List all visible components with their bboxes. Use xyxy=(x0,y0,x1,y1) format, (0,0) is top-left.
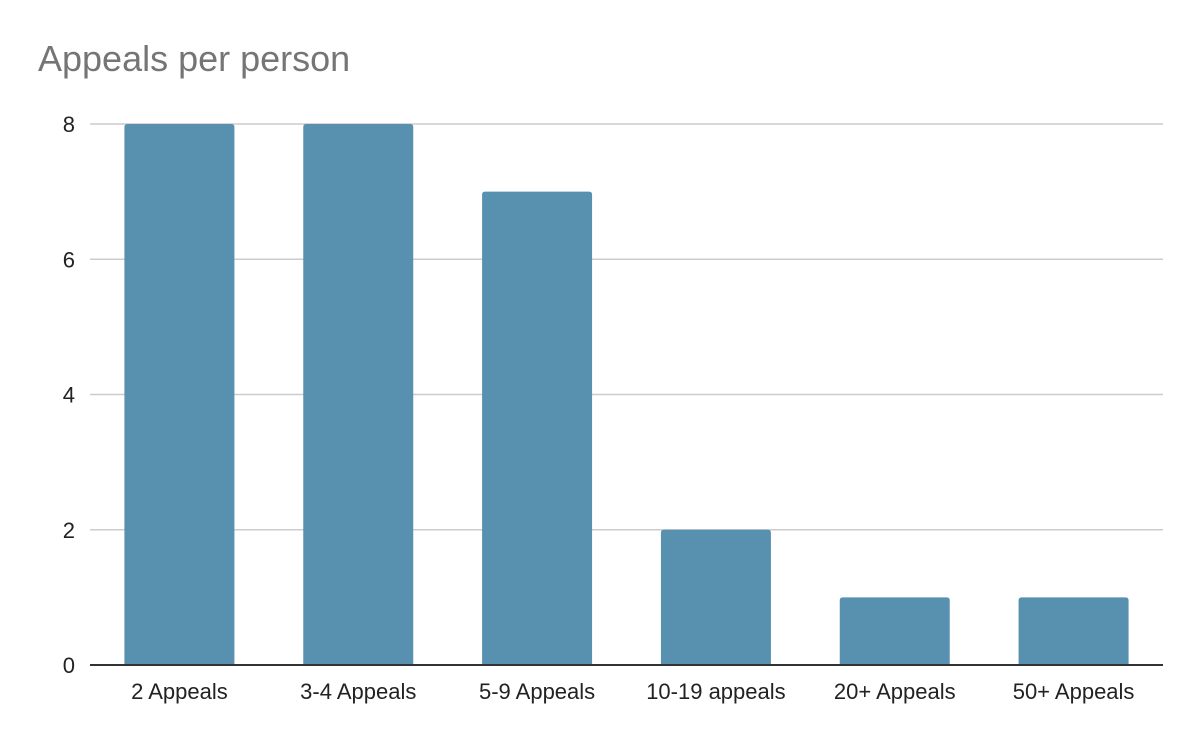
x-tick-label: 20+ Appeals xyxy=(834,679,956,704)
bar xyxy=(124,124,235,665)
bar xyxy=(839,597,950,665)
x-tick-label: 10-19 appeals xyxy=(646,679,785,704)
x-tick-label: 5-9 Appeals xyxy=(479,679,595,704)
y-tick-label: 6 xyxy=(63,247,75,272)
bar xyxy=(1018,597,1129,665)
y-tick-label: 8 xyxy=(63,112,75,137)
y-tick-label: 0 xyxy=(63,653,75,678)
x-tick-label: 50+ Appeals xyxy=(1013,679,1135,704)
chart-title: Appeals per person xyxy=(38,38,351,79)
bar xyxy=(482,191,593,665)
bar xyxy=(303,124,414,665)
x-tick-label: 3-4 Appeals xyxy=(300,679,416,704)
bar xyxy=(660,529,771,665)
y-tick-label: 4 xyxy=(63,383,75,408)
y-tick-label: 2 xyxy=(63,518,75,543)
x-tick-label: 2 Appeals xyxy=(131,679,228,704)
